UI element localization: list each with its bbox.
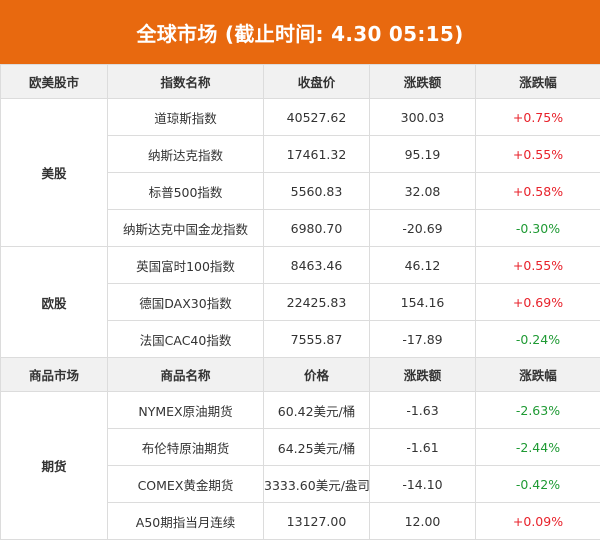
change-cell: 32.08 [370, 173, 476, 210]
price-cell: 3333.60美元/盎司 [264, 466, 370, 503]
price-cell: 17461.32 [264, 136, 370, 173]
change-cell: 46.12 [370, 247, 476, 284]
section-header: 欧美股市 [1, 65, 108, 99]
stock-header-row: 欧美股市指数名称收盘价涨跌额涨跌幅 [1, 65, 600, 99]
price-cell: 64.25美元/桶 [264, 429, 370, 466]
change-cell: -17.89 [370, 321, 476, 358]
pct-cell: -0.42% [476, 466, 600, 503]
change-cell: 300.03 [370, 99, 476, 136]
pct-cell: +0.69% [476, 284, 600, 321]
change-cell: -20.69 [370, 210, 476, 247]
change-cell: 95.19 [370, 136, 476, 173]
price-cell: 40527.62 [264, 99, 370, 136]
price-header: 收盘价 [264, 65, 370, 99]
pct-cell: +0.55% [476, 136, 600, 173]
change-cell: -1.61 [370, 429, 476, 466]
group-label: 美股 [1, 99, 108, 247]
instrument-name: 法国CAC40指数 [108, 321, 264, 358]
commodity-header-row: 商品市场商品名称价格涨跌额涨跌幅 [1, 358, 600, 392]
pct-cell: -2.44% [476, 429, 600, 466]
instrument-name: 标普500指数 [108, 173, 264, 210]
pct-header: 涨跌幅 [476, 358, 600, 392]
price-cell: 5560.83 [264, 173, 370, 210]
instrument-name: 布伦特原油期货 [108, 429, 264, 466]
title-bar: 全球市场 (截止时间: 4.30 05:15) [0, 0, 600, 64]
pct-cell: +0.58% [476, 173, 600, 210]
group-label: 欧股 [1, 247, 108, 358]
instrument-name: NYMEX原油期货 [108, 392, 264, 429]
price-cell: 7555.87 [264, 321, 370, 358]
instrument-name: 纳斯达克指数 [108, 136, 264, 173]
name-header: 指数名称 [108, 65, 264, 99]
change-header: 涨跌额 [370, 358, 476, 392]
section-header: 商品市场 [1, 358, 108, 392]
pct-cell: -2.63% [476, 392, 600, 429]
instrument-name: 道琼斯指数 [108, 99, 264, 136]
pct-cell: -0.24% [476, 321, 600, 358]
pct-header: 涨跌幅 [476, 65, 600, 99]
instrument-name: COMEX黄金期货 [108, 466, 264, 503]
price-cell: 6980.70 [264, 210, 370, 247]
pct-cell: +0.75% [476, 99, 600, 136]
change-header: 涨跌额 [370, 65, 476, 99]
pct-cell: +0.55% [476, 247, 600, 284]
price-cell: 60.42美元/桶 [264, 392, 370, 429]
instrument-name: 纳斯达克中国金龙指数 [108, 210, 264, 247]
price-header: 价格 [264, 358, 370, 392]
instrument-name: 德国DAX30指数 [108, 284, 264, 321]
price-cell: 8463.46 [264, 247, 370, 284]
instrument-name: 英国富时100指数 [108, 247, 264, 284]
price-cell: 22425.83 [264, 284, 370, 321]
change-cell: -14.10 [370, 466, 476, 503]
group-label: 期货 [1, 392, 108, 540]
pct-cell: -0.30% [476, 210, 600, 247]
change-cell: -1.63 [370, 392, 476, 429]
name-header: 商品名称 [108, 358, 264, 392]
page-title: 全球市场 (截止时间: 4.30 05:15) [136, 18, 463, 47]
change-cell: 154.16 [370, 284, 476, 321]
